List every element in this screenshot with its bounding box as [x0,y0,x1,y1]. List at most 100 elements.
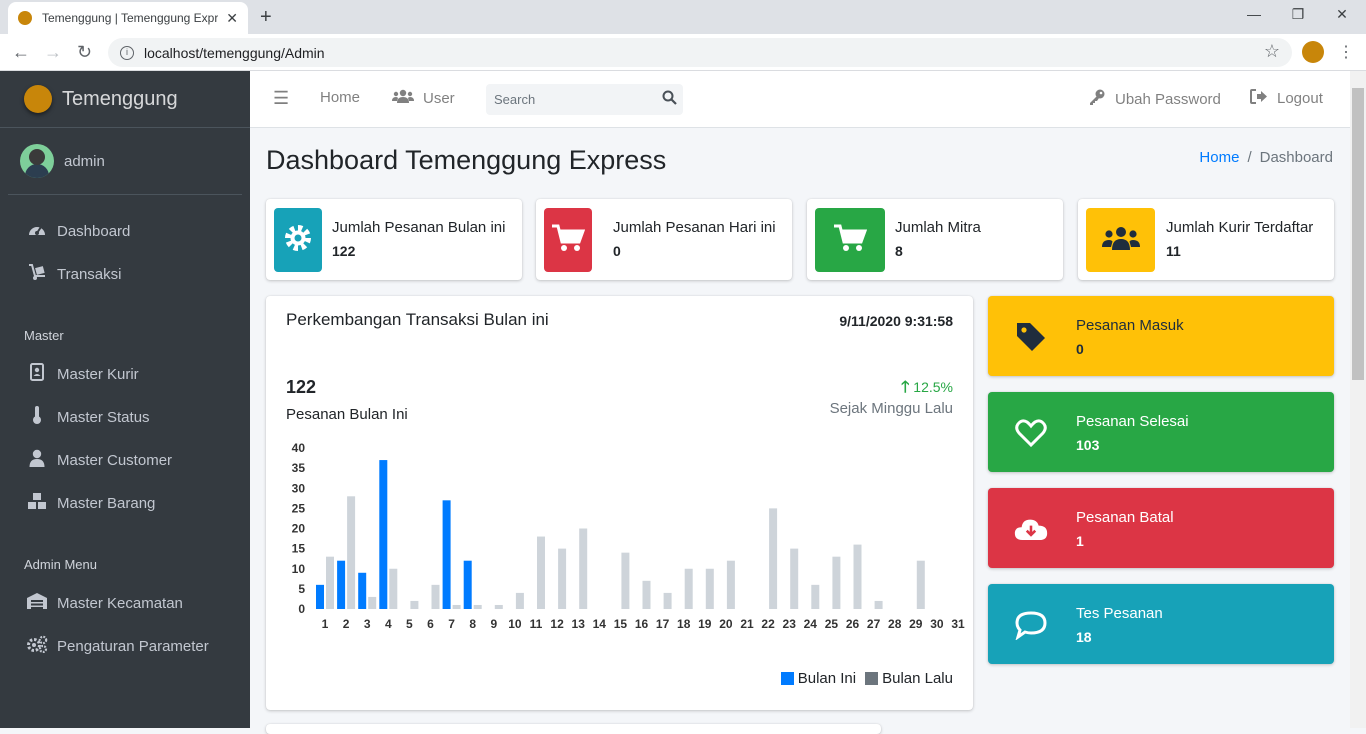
logout-link[interactable]: Logout [1250,89,1323,108]
small-box-pesanan-selesai[interactable]: Pesanan Selesai 103 [988,392,1334,472]
sidebar-item-transaksi[interactable]: Transaksi [8,254,242,294]
brand-link[interactable]: Temenggung [0,71,250,128]
bar-bulan-lalu[interactable] [410,600,419,609]
small-box-pesanan-batal[interactable]: Pesanan Batal 1 [988,488,1334,568]
nav-user-label: User [423,89,455,107]
info-box-value: 122 [332,243,356,259]
sidebar-item-master-customer[interactable]: Master Customer [8,440,242,480]
y-tick-label: 20 [292,522,306,536]
y-tick-label: 5 [298,582,305,596]
x-tick-label: 23 [783,617,797,631]
bar-bulan-lalu[interactable] [515,592,524,609]
heart-icon [1014,416,1048,450]
close-window-icon[interactable]: ✕ [1336,6,1348,22]
bar-bulan-lalu[interactable] [537,536,545,609]
chart-legend: Bulan Ini Bulan Lalu [780,670,953,687]
sidebar-item-dashboard[interactable]: Dashboard [8,211,242,251]
small-box-pesanan-masuk[interactable]: Pesanan Masuk 0 [988,296,1334,376]
close-tab-icon[interactable]: ✕ [226,9,238,26]
info-box-icon-bg [1086,208,1155,272]
profile-avatar-icon[interactable] [1302,41,1324,63]
breadcrumb-home-link[interactable]: Home [1199,149,1240,166]
sidebar-item-label: Master Kecamatan [57,594,183,612]
hamburger-menu-icon[interactable]: ☰ [273,88,290,108]
cog-icon [283,223,313,258]
forward-icon[interactable]: → [44,42,62,62]
small-box-tes-pesanan[interactable]: Tes Pesanan 18 [988,584,1334,664]
chart-change-value: 12.5% [913,379,953,395]
sidebar: Temenggung admin Dashboard Transaksi Mas… [0,71,250,728]
restore-icon[interactable]: ❐ [1291,6,1305,22]
bar-bulan-lalu[interactable] [326,556,334,609]
bar-bulan-lalu[interactable] [473,604,482,609]
bar-bulan-lalu[interactable] [579,528,588,610]
user-panel[interactable]: admin [8,128,242,195]
sidebar-item-master-status[interactable]: Master Status [8,397,242,437]
bar-bulan-lalu[interactable] [621,552,630,609]
info-icon[interactable]: i [120,45,134,60]
bar-bulan-lalu[interactable] [494,604,503,609]
x-tick-label: 20 [719,617,733,631]
chart-card-title: Perkembangan Transaksi Bulan ini [286,310,549,329]
bar-bulan-lalu[interactable] [684,568,693,609]
bar-bulan-lalu[interactable] [452,604,461,609]
page-title: Dashboard Temenggung Express [266,145,667,175]
bar-bulan-lalu[interactable] [368,596,377,609]
url-field[interactable]: i localhost/temenggung/Admin ☆ [108,38,1292,67]
bar-bulan-lalu[interactable] [874,600,883,609]
search-icon[interactable] [662,90,677,109]
bar-bulan-lalu[interactable] [642,580,651,609]
nav-user-link[interactable]: User [392,89,455,107]
cart-icon [833,223,868,258]
search-input[interactable] [486,84,651,115]
bar-bulan-ini[interactable] [442,500,451,609]
bar-bulan-ini[interactable] [463,560,472,609]
minimize-icon[interactable]: — [1247,6,1261,22]
small-box-value: 18 [1076,629,1092,645]
bar-bulan-lalu[interactable] [431,584,440,609]
bar-bulan-lalu[interactable] [769,508,778,609]
back-icon[interactable]: ← [12,42,30,62]
users-icon [1101,226,1140,255]
bar-bulan-lalu[interactable] [853,544,862,609]
new-tab-icon[interactable]: + [260,6,272,28]
bar-bulan-lalu[interactable] [916,560,925,609]
bar-bulan-ini[interactable] [379,460,388,609]
sidebar-item-label: Transaksi [57,265,122,283]
bar-bulan-lalu[interactable] [347,496,356,609]
tag-icon [1014,320,1048,354]
x-tick-label: 15 [614,617,628,631]
favicon-icon [18,11,32,25]
sidebar-item-master-kecamatan[interactable]: Master Kecamatan [8,583,242,623]
bar-bulan-ini[interactable] [358,572,367,609]
reload-icon[interactable]: ↻ [77,42,93,62]
bar-bulan-lalu[interactable] [663,592,672,609]
sidebar-item-master-barang[interactable]: Master Barang [8,483,242,523]
sidebar-item-label: Master Customer [57,451,173,469]
bar-bulan-ini[interactable] [337,560,346,609]
bar-bulan-lalu[interactable] [558,548,567,609]
x-tick-label: 25 [825,617,839,631]
nav-home-link[interactable]: Home [320,89,361,106]
browser-menu-icon[interactable]: ⋮ [1338,44,1354,61]
bar-bulan-ini[interactable] [316,584,324,609]
x-tick-label: 11 [530,617,543,631]
bookmark-star-icon[interactable]: ☆ [1263,41,1280,61]
chart-change: 🡑 12.5% [901,376,953,403]
sidebar-item-pengaturan-parameter[interactable]: Pengaturan Parameter [8,626,242,666]
ubah-password-link[interactable]: Ubah Password [1088,89,1221,109]
page-scrollbar-thumb[interactable] [1352,88,1364,380]
address-bar: ← → ↻ i localhost/temenggung/Admin ☆ [0,34,1366,71]
dolly-icon [26,263,48,286]
info-box-label: Jumlah Mitra [895,219,981,236]
bar-bulan-lalu[interactable] [389,568,398,609]
browser-tab[interactable]: Temenggung | Temenggung Express ✕ [8,2,248,34]
bar-bulan-lalu[interactable] [726,560,735,609]
bar-bulan-lalu[interactable] [790,548,799,609]
bar-bulan-lalu[interactable] [811,584,820,609]
bar-bulan-lalu[interactable] [705,568,714,609]
avatar [20,144,54,178]
sidebar-item-master-kurir[interactable]: Master Kurir [8,354,242,394]
bar-bulan-lalu[interactable] [832,556,841,609]
x-tick-label: 10 [508,617,522,631]
